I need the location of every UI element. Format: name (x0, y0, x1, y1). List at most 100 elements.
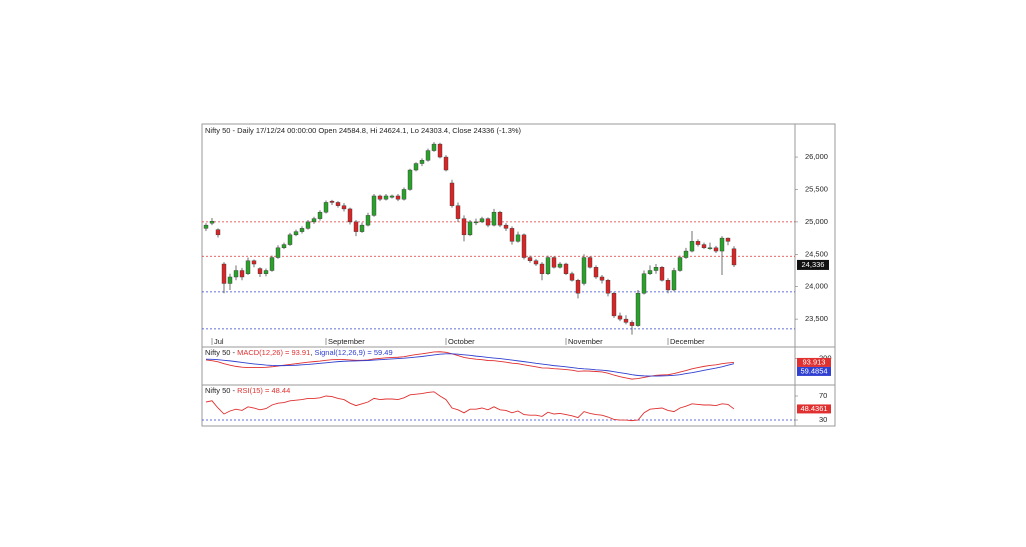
candle-body (413, 163, 419, 171)
candle-body (377, 195, 383, 200)
candle-body (359, 224, 365, 232)
candle-body (497, 211, 503, 226)
panel-title-prefix: Nifty 50 - (205, 348, 237, 357)
candle-body (587, 257, 593, 268)
candle-body (431, 143, 437, 151)
candle-body (233, 270, 239, 278)
value-box-label: 93.913 (803, 357, 826, 366)
candle-body (677, 257, 683, 271)
candle-body (221, 263, 227, 284)
candle-body (353, 221, 359, 232)
candle-body (731, 248, 737, 266)
value-box-label: 59.4854 (800, 366, 827, 375)
candle-body (239, 270, 245, 278)
candle-body (467, 221, 473, 236)
candle-body (401, 189, 407, 200)
candle-body (629, 322, 635, 326)
candle-body (281, 244, 287, 249)
y-tick-label: 24,000 (805, 282, 828, 291)
candle-body (479, 218, 485, 223)
candle-body (245, 260, 251, 274)
y-tick-label: 26,000 (805, 152, 828, 161)
candle-body (515, 234, 521, 242)
candle-body (449, 182, 455, 206)
candle-body (611, 292, 617, 317)
candle-body (323, 202, 329, 213)
candle-body (653, 267, 659, 271)
candle-body (509, 228, 515, 242)
candle-body (551, 257, 557, 268)
candle-body (647, 270, 653, 274)
candle-body (365, 215, 371, 226)
candle-body (371, 195, 377, 216)
indicator-line (205, 391, 735, 422)
candle-body (383, 195, 389, 200)
candle-body (473, 221, 479, 224)
candle-body (455, 205, 461, 219)
candle-body (215, 229, 221, 236)
candle-body (521, 234, 527, 258)
last-price-box (797, 259, 829, 270)
candle-body (605, 280, 611, 294)
candle-body (569, 273, 575, 281)
candle-body (557, 263, 563, 268)
candle-body (275, 247, 281, 258)
candle-body (203, 224, 209, 229)
candle-body (707, 247, 713, 250)
candle-body (227, 276, 233, 284)
candle-body (269, 257, 275, 271)
candle-body (641, 273, 647, 294)
candle-body (299, 228, 305, 232)
chart-frame (201, 123, 836, 427)
candle-body (725, 237, 731, 242)
candle-body (317, 211, 323, 219)
candle-body (671, 270, 677, 291)
candle-body (389, 195, 395, 198)
candle-body (659, 267, 665, 281)
candle-body (287, 234, 293, 245)
month-label: Jul (214, 337, 224, 346)
candle-body (683, 250, 689, 258)
candle-body (533, 260, 539, 265)
candle-body (593, 267, 599, 278)
candle-body (425, 150, 431, 161)
candle-body (617, 315, 623, 320)
y-tick-label: 24,500 (805, 249, 828, 258)
candle-body (395, 195, 401, 200)
y-tick-label: 200 (819, 353, 832, 362)
candle-body (347, 208, 353, 223)
value-box (797, 404, 831, 414)
month-label: December (670, 337, 705, 346)
panel-title-separator: , (310, 348, 314, 357)
month-label: October (448, 337, 475, 346)
y-tick-label: 23,500 (805, 314, 828, 323)
candle-body (419, 160, 425, 164)
y-tick-label: 70 (819, 391, 827, 400)
series-name: Signal(12,26,9) = 59.49 (314, 348, 392, 357)
candle-body (539, 263, 545, 274)
candle-body (635, 292, 641, 326)
indicator-line (205, 353, 735, 377)
candle-body (575, 280, 581, 294)
y-tick-label: 25,000 (805, 217, 828, 226)
candle-body (599, 276, 605, 281)
candle-body (527, 257, 533, 261)
candle-body (305, 221, 311, 229)
candle-body (563, 263, 569, 274)
series-name: RSI(15) = 48.44 (237, 386, 290, 395)
chart-title: Nifty 50 - Daily 17/12/24 00:00:00 Open … (205, 126, 522, 135)
candle-body (719, 237, 725, 252)
panel-title: Nifty 50 - MACD(12,26) = 93.91, Signal(1… (205, 348, 393, 357)
candle-body (689, 241, 695, 252)
candle-body (545, 257, 551, 274)
month-label: September (328, 337, 365, 346)
candle-body (437, 143, 443, 158)
indicator-line (205, 351, 735, 380)
value-box (797, 366, 831, 376)
candle-body (341, 205, 347, 210)
value-box-label: 48.4361 (800, 404, 827, 413)
candle-body (257, 268, 263, 274)
candle-body (329, 200, 335, 203)
series-name: MACD(12,26) = 93.91 (237, 348, 310, 357)
